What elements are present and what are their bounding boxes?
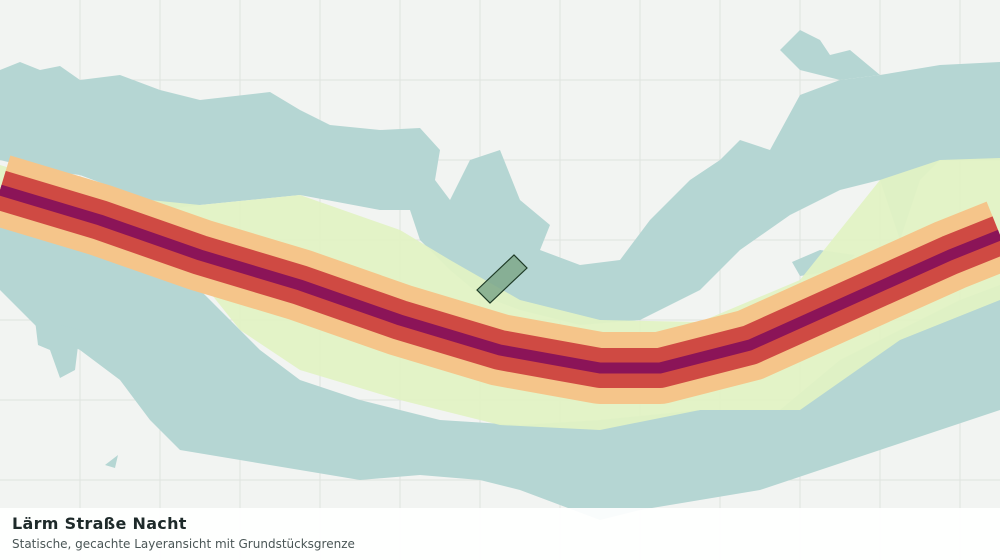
noise-zone-max [0,184,1000,374]
map-subtitle: Statische, gecachte Layeransicht mit Gru… [12,537,355,551]
noise-bands [0,155,1000,404]
caption-panel: Lärm Straße Nacht Statische, gecachte La… [0,508,1000,560]
water [0,30,1000,520]
parcel-boundary [476,254,528,304]
map-title: Lärm Straße Nacht [12,514,187,533]
